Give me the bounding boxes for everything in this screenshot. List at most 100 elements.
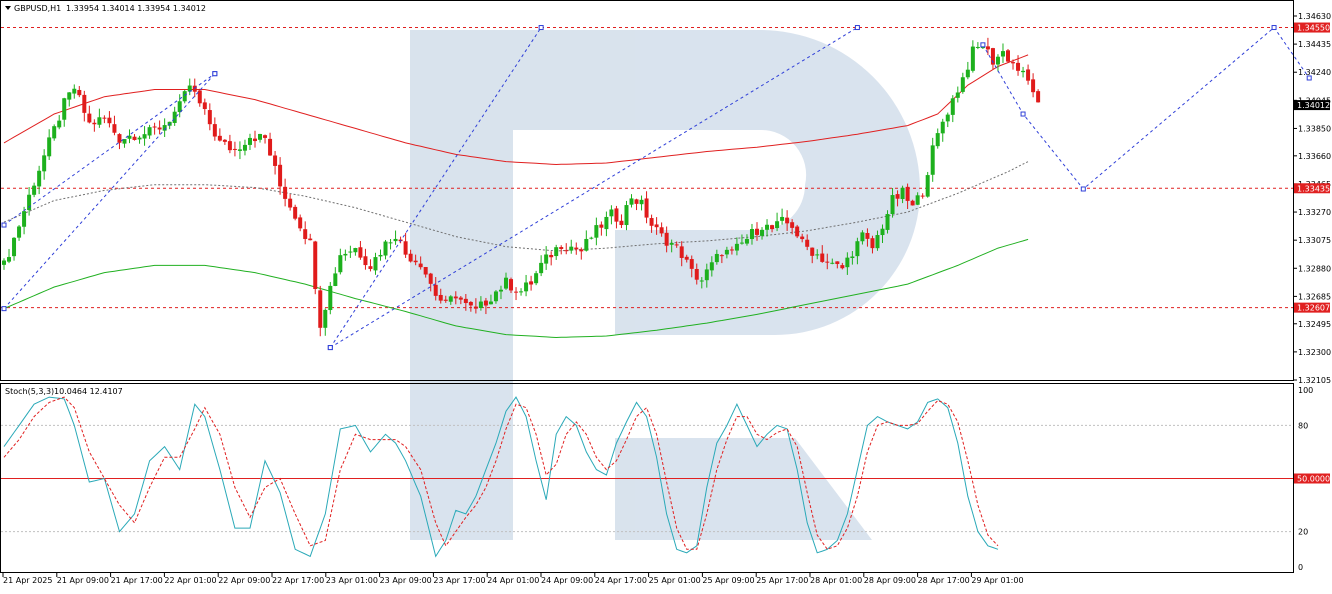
candle (509, 277, 514, 294)
candle-body (649, 218, 654, 226)
candle-body (323, 309, 328, 328)
candle (574, 242, 579, 255)
forecast-anchor (1306, 75, 1312, 81)
candle-body (870, 238, 875, 249)
candle-body (669, 242, 674, 245)
candle (965, 61, 970, 80)
candle (699, 277, 704, 289)
candle (212, 117, 217, 141)
candle-body (197, 90, 202, 104)
candle (835, 261, 840, 269)
candle-body (504, 277, 508, 289)
candle (629, 194, 634, 208)
time-tick-label: 23 Apr 01:00 (326, 576, 378, 585)
price-tick-label: 1.34435 (1298, 40, 1331, 49)
candle (554, 244, 559, 260)
candle (488, 294, 493, 305)
candle-body (990, 48, 995, 65)
candle (664, 226, 669, 253)
candle-body (905, 186, 910, 201)
candle (614, 205, 619, 229)
price-tick-label: 1.33850 (1298, 124, 1331, 133)
candle (363, 248, 368, 270)
stoch-level-tag-box (1294, 473, 1330, 484)
candle (719, 254, 724, 264)
candle-body (780, 216, 785, 221)
candle (865, 228, 870, 247)
candle-body (328, 285, 333, 311)
candle (1031, 73, 1036, 98)
candle-body (493, 291, 498, 302)
candle (348, 245, 353, 258)
candle-body (790, 222, 795, 228)
candle-body (1006, 50, 1010, 62)
candle (278, 157, 283, 195)
candle (308, 233, 313, 241)
candle (182, 89, 187, 104)
candle-body (247, 137, 252, 145)
candle (237, 141, 242, 160)
candle-body (925, 175, 930, 197)
candle (293, 204, 298, 221)
candle-body (202, 102, 207, 110)
ma-red-line (3, 54, 1029, 166)
candle (2, 258, 6, 270)
candle-body (940, 121, 945, 134)
candle-body (760, 229, 765, 236)
candle (112, 115, 117, 136)
candle-body (544, 254, 549, 264)
forecast-anchor (327, 345, 333, 351)
candle-body (820, 253, 825, 262)
candle-body (157, 127, 162, 130)
stoch-tick-label: 0 (1298, 563, 1303, 572)
candle-body (1011, 62, 1016, 64)
candle (318, 285, 323, 337)
time-tick-label: 22 Apr 01:00 (164, 576, 216, 585)
forecast-anchor (538, 25, 544, 31)
candle (303, 221, 308, 245)
candle (7, 248, 12, 264)
candle-body (253, 138, 257, 142)
candle (478, 296, 483, 311)
candle (870, 235, 875, 254)
candle (323, 308, 328, 336)
forecast-anchor (1, 306, 7, 312)
candle (825, 253, 830, 270)
candle-body (975, 46, 980, 48)
price-tag-label: 1.33435 (1297, 184, 1330, 193)
candle (709, 256, 714, 277)
candle (569, 239, 574, 254)
candle (900, 185, 905, 204)
candle-body (192, 85, 197, 92)
candle-body (935, 133, 940, 147)
candle (679, 241, 684, 267)
time-tick-label: 29 Apr 01:00 (971, 576, 1023, 585)
dropdown-triangle-icon[interactable] (5, 6, 11, 10)
candle-body (473, 306, 478, 309)
candle-body (980, 47, 985, 49)
forecast-anchor (980, 42, 986, 48)
candle-body (368, 266, 373, 269)
candle-body (408, 253, 413, 262)
candle (132, 134, 137, 141)
candle-body (458, 297, 463, 300)
candle-body (810, 247, 815, 256)
candle (775, 212, 780, 232)
candle (232, 141, 237, 157)
candle-body (800, 236, 805, 240)
candle (458, 296, 463, 305)
candle-body (42, 155, 47, 172)
candle (549, 251, 554, 266)
candle (202, 98, 207, 115)
candle (288, 194, 293, 211)
candle-body (840, 265, 845, 269)
candle-body (172, 111, 177, 123)
stoch-main-line (3, 396, 999, 558)
candle-body (498, 289, 503, 292)
candle (749, 223, 754, 245)
candle-body (87, 113, 92, 123)
candle (423, 266, 428, 278)
candle-body (689, 259, 694, 269)
candle-body (1000, 51, 1005, 57)
candle-body (835, 261, 840, 264)
